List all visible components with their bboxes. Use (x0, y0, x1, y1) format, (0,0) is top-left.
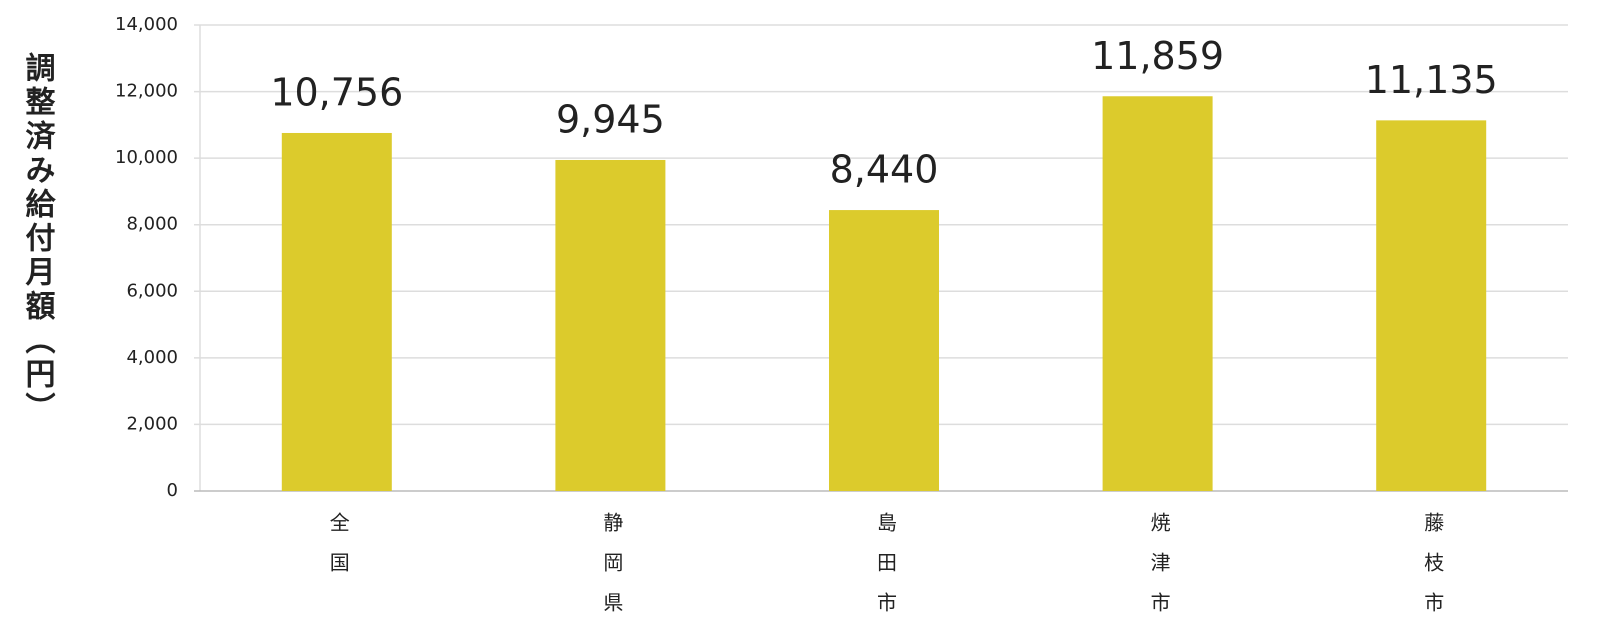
y-tick-label: 10,000 (115, 147, 178, 168)
y-tick-label: 4,000 (126, 347, 178, 368)
bar (555, 159, 666, 491)
data-label: 11,859 (1091, 34, 1224, 78)
y-tick-label: 12,000 (115, 81, 178, 102)
y-tick-label: 0 (167, 480, 178, 501)
y-tick-label: 14,000 (115, 14, 178, 35)
x-tick-label: 島田市 (874, 512, 898, 631)
x-tick-label: 全国 (326, 512, 350, 592)
x-tick-label: 静岡県 (600, 512, 624, 631)
data-label: 11,135 (1365, 58, 1498, 102)
bar (829, 210, 939, 491)
y-tick-label: 6,000 (126, 280, 178, 301)
data-label: 9,945 (556, 97, 665, 141)
y-tick-label: 8,000 (126, 214, 178, 235)
x-tick-label: 焼津市 (1147, 512, 1171, 631)
bar (1376, 120, 1487, 491)
y-tick-label: 2,000 (126, 413, 178, 434)
bar (1102, 96, 1213, 492)
y-axis-label: 調整済み給付月額（円） (20, 52, 56, 426)
data-label: 8,440 (830, 148, 939, 192)
data-label: 10,756 (270, 70, 403, 114)
x-tick-label: 藤枝市 (1421, 512, 1445, 631)
bar (281, 132, 392, 491)
